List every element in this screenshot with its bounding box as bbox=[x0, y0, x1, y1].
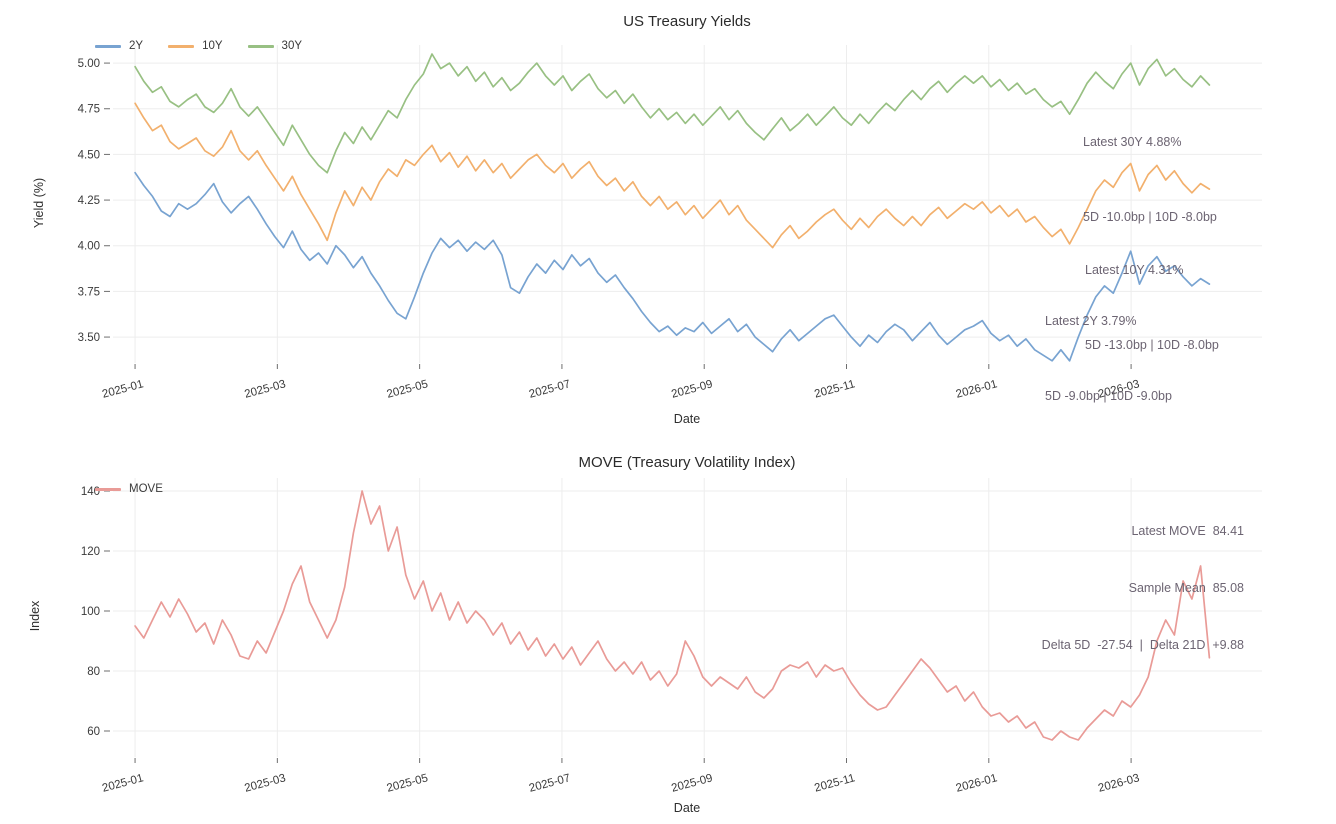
annotation-move-line2: Sample Mean 85.08 bbox=[1128, 581, 1244, 595]
legend-swatch-10y bbox=[168, 44, 195, 48]
series-chart0 bbox=[134, 53, 1211, 362]
annotation-move-line1: Latest MOVE 84.41 bbox=[1131, 524, 1244, 538]
legend-item-move: MOVE bbox=[95, 483, 163, 495]
annotation-10y: Latest 10Y 4.31% 5D -13.0bp | 10D -8.0bp bbox=[1085, 208, 1219, 383]
tick-labels-chart0: 3.50 3.75 4.00 4.25 4.50 4.75 5.00 2025-01 2025-… bbox=[78, 58, 1141, 401]
x-tick-label: 2025-03 bbox=[243, 378, 287, 401]
chart-title-yields: US Treasury Yields bbox=[623, 13, 751, 30]
x-tick-label: 2025-05 bbox=[386, 772, 430, 795]
legend-swatch-move bbox=[95, 487, 121, 491]
x-tick-label: 2025-11 bbox=[813, 378, 856, 400]
annotation-10y-line1: Latest 10Y 4.31% bbox=[1085, 263, 1184, 277]
ticks-chart1 bbox=[104, 490, 1132, 763]
gridlines-chart1 bbox=[113, 478, 1262, 757]
legend-swatch-30y bbox=[247, 44, 274, 48]
y-tick-label: 100 bbox=[81, 606, 100, 618]
x-tick-label: 2025-03 bbox=[243, 772, 287, 795]
annotation-2y-line2: 5D -9.0bp | 10D -9.0bp bbox=[1045, 389, 1172, 403]
legend-label-30y: 30Y bbox=[281, 40, 303, 52]
annotation-30y: Latest 30Y 4.88% 5D -10.0bp | 10D -8.0bp bbox=[1083, 80, 1217, 255]
legend-yields: 2Y 10Y 30Y bbox=[95, 40, 302, 52]
y-tick-label: 4.00 bbox=[78, 241, 100, 253]
x-axis-label-yields: Date bbox=[673, 412, 701, 426]
x-axis-label-move: Date bbox=[673, 801, 701, 815]
x-tick-label: 2025-01 bbox=[101, 772, 145, 795]
gridlines-chart0 bbox=[113, 45, 1262, 363]
legend-item-2y: 2Y bbox=[95, 40, 143, 52]
y-axis-label-move: Index bbox=[28, 600, 42, 632]
series-line-10Y bbox=[134, 102, 1211, 249]
x-tick-label: 2025-09 bbox=[670, 378, 714, 401]
y-tick-label: 5.00 bbox=[78, 58, 100, 70]
y-tick-label: 4.50 bbox=[78, 149, 100, 161]
y-tick-label: 4.25 bbox=[78, 195, 100, 207]
x-tick-label: 2026-01 bbox=[955, 772, 999, 795]
x-tick-label: 2025-05 bbox=[386, 378, 430, 401]
series-chart1 bbox=[134, 490, 1211, 741]
series-line-30Y bbox=[134, 53, 1211, 174]
ticks-chart0 bbox=[104, 62, 1132, 369]
legend-label-2y: 2Y bbox=[129, 40, 144, 52]
x-tick-label: 2025-11 bbox=[813, 772, 856, 794]
y-tick-label: 60 bbox=[87, 726, 100, 738]
y-tick-label: 120 bbox=[81, 546, 100, 558]
annotation-10y-line2: 5D -13.0bp | 10D -8.0bp bbox=[1085, 338, 1219, 352]
annotation-30y-line2: 5D -10.0bp | 10D -8.0bp bbox=[1083, 210, 1217, 224]
annotation-move-line3: Delta 5D -27.54 | Delta 21D +9.88 bbox=[1041, 638, 1244, 652]
legend-item-30y: 30Y bbox=[247, 40, 303, 52]
x-tick-label: 2026-03 bbox=[1097, 772, 1141, 795]
series-line-2Y bbox=[134, 171, 1211, 362]
chart-title-move: MOVE (Treasury Volatility Index) bbox=[578, 454, 796, 471]
legend-item-10y: 10Y bbox=[168, 40, 223, 52]
annotation-2y: Latest 2Y 3.79% 5D -9.0bp | 10D -9.0bp bbox=[1045, 259, 1172, 434]
x-tick-label: 2025-07 bbox=[528, 772, 572, 795]
legend-label-move: MOVE bbox=[129, 483, 163, 495]
series-line-MOVE bbox=[134, 490, 1211, 741]
legend-move: MOVE bbox=[95, 483, 163, 495]
legend-label-10y: 10Y bbox=[202, 40, 223, 52]
y-tick-label: 80 bbox=[87, 666, 100, 678]
y-axis-label-yields: Yield (%) bbox=[32, 177, 46, 229]
x-tick-label: 2025-07 bbox=[528, 378, 572, 401]
x-tick-label: 2025-01 bbox=[101, 378, 145, 401]
x-tick-label: 2026-01 bbox=[955, 378, 999, 401]
annotation-2y-line1: Latest 2Y 3.79% bbox=[1045, 314, 1137, 328]
annotation-30y-line1: Latest 30Y 4.88% bbox=[1083, 135, 1182, 149]
x-tick-label: 2025-09 bbox=[670, 772, 714, 795]
y-tick-label: 3.75 bbox=[78, 286, 100, 298]
annotation-move: Latest MOVE 84.41 Sample Mean 85.08 Delt… bbox=[1042, 484, 1244, 674]
legend-swatch-2y bbox=[95, 44, 121, 48]
y-tick-label: 4.75 bbox=[78, 104, 100, 116]
y-tick-label: 3.50 bbox=[78, 332, 100, 344]
